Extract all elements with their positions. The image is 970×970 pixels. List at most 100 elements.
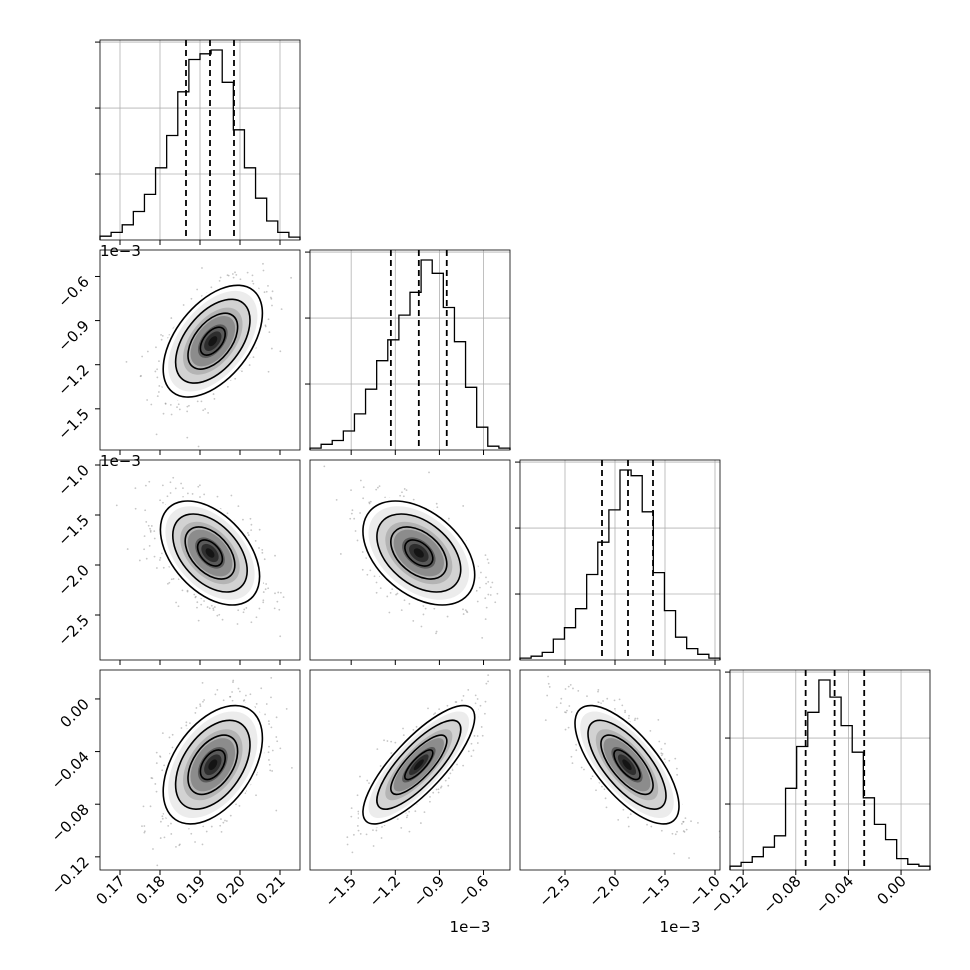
sample-point xyxy=(153,537,156,540)
x-tick-label: 0.21 xyxy=(252,872,288,908)
sample-point xyxy=(178,408,181,411)
sample-point xyxy=(170,578,173,581)
sample-point xyxy=(567,685,570,688)
sample-point xyxy=(159,499,161,502)
sample-point xyxy=(190,832,193,835)
sample-point xyxy=(263,291,266,294)
sample-point xyxy=(260,687,263,690)
panel-background xyxy=(730,670,930,870)
sample-point xyxy=(375,488,378,491)
sample-point xyxy=(214,693,217,696)
sample-point xyxy=(155,567,158,569)
y-tick-label: −0.08 xyxy=(48,800,93,845)
sample-point xyxy=(220,830,223,833)
sample-point xyxy=(400,827,403,829)
sample-point xyxy=(408,830,411,833)
sample-point xyxy=(597,690,599,693)
sample-point xyxy=(270,676,273,679)
sample-point xyxy=(435,630,438,633)
sample-point xyxy=(408,810,411,813)
y-tick-label: −0.6 xyxy=(54,273,92,311)
sample-point xyxy=(203,493,206,496)
sample-point xyxy=(193,593,196,596)
x-tick-label: 0.20 xyxy=(212,872,248,908)
sample-point xyxy=(438,708,441,711)
sample-point xyxy=(485,576,487,579)
sample-point xyxy=(634,717,637,720)
sample-point xyxy=(261,548,264,551)
sample-point xyxy=(191,493,194,495)
sample-point xyxy=(250,523,253,526)
sample-point xyxy=(213,606,216,608)
sample-point xyxy=(229,695,232,698)
sample-point xyxy=(170,413,173,416)
sample-point xyxy=(475,589,478,592)
sample-point xyxy=(368,501,371,504)
sample-point xyxy=(466,611,469,614)
sample-point xyxy=(467,750,470,753)
sample-point xyxy=(276,600,279,603)
sample-point xyxy=(380,837,383,839)
sample-point xyxy=(560,697,563,700)
sample-point xyxy=(182,487,184,490)
sample-point xyxy=(202,409,205,412)
sample-point xyxy=(636,717,639,720)
sample-point xyxy=(216,614,219,617)
sample-point xyxy=(480,726,483,728)
sample-point xyxy=(265,703,268,705)
sample-point xyxy=(155,751,158,754)
sample-point xyxy=(412,498,415,501)
y-tick-label: −0.12 xyxy=(48,853,93,898)
scatter-panel-0-1 xyxy=(99,249,301,451)
sample-point xyxy=(163,764,166,767)
sample-point xyxy=(375,829,378,832)
sample-point xyxy=(177,403,180,406)
panel-content xyxy=(141,676,293,867)
sample-point xyxy=(436,506,439,509)
sample-point xyxy=(161,732,164,735)
panel-border xyxy=(309,459,511,661)
sample-point xyxy=(222,821,225,824)
sample-point xyxy=(169,492,172,494)
sample-point xyxy=(568,705,571,707)
y-tick-label: −0.04 xyxy=(48,748,93,793)
sample-point xyxy=(580,766,583,769)
sample-point xyxy=(176,406,178,409)
histogram-step-line xyxy=(519,469,721,660)
sample-point xyxy=(146,350,149,353)
y-tick-label: −2.0 xyxy=(54,561,92,599)
sample-point xyxy=(145,557,148,560)
sample-point xyxy=(346,836,349,839)
sample-point xyxy=(267,587,270,590)
contour-line xyxy=(159,500,261,606)
sample-point xyxy=(481,636,484,639)
sample-point xyxy=(394,741,397,744)
contour-line xyxy=(174,298,251,384)
sample-point xyxy=(273,607,276,610)
sample-point xyxy=(628,714,630,717)
scatter-panel-0-3 xyxy=(99,669,301,871)
x-tick-label: 0.00 xyxy=(874,872,910,908)
sample-point xyxy=(597,688,600,691)
sample-point xyxy=(156,368,159,371)
sample-point xyxy=(489,594,492,596)
sample-point xyxy=(376,748,379,751)
sample-point xyxy=(432,791,435,794)
sample-point xyxy=(590,777,592,780)
sample-point xyxy=(274,592,276,595)
sample-point xyxy=(180,727,183,729)
sample-point xyxy=(403,488,406,490)
sample-point xyxy=(212,393,215,395)
sample-point xyxy=(674,757,677,760)
sample-point xyxy=(264,588,267,591)
contour-line xyxy=(600,734,654,796)
sample-point xyxy=(439,786,442,789)
sample-point xyxy=(366,573,369,576)
sample-point xyxy=(196,606,198,609)
sample-point xyxy=(481,734,484,737)
sample-point xyxy=(186,405,189,408)
sample-point xyxy=(115,504,118,507)
sample-point xyxy=(583,768,585,771)
sample-point xyxy=(435,502,438,505)
sample-point xyxy=(565,711,567,714)
